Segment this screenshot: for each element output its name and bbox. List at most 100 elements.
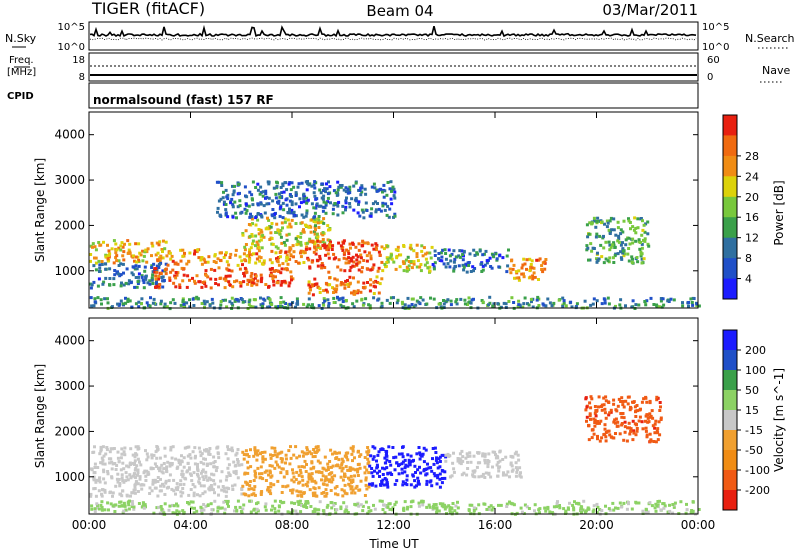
heat-cell <box>376 269 380 273</box>
heat-cell <box>290 200 294 204</box>
heat-cell <box>527 303 531 307</box>
heat-cell <box>125 475 129 479</box>
heat-cell <box>251 242 254 246</box>
heat-cell <box>121 479 125 483</box>
heat-cell <box>455 255 459 259</box>
heat-cell <box>224 452 228 456</box>
heat-cell <box>402 509 406 512</box>
heat-cell <box>360 208 364 212</box>
heat-cell <box>115 477 119 481</box>
heat-cell <box>248 484 252 488</box>
heat-cell <box>351 445 355 449</box>
heat-cell <box>313 277 317 281</box>
heat-cell <box>215 466 219 469</box>
heat-cell <box>300 181 304 185</box>
heat-cell <box>658 499 661 503</box>
heat-cell <box>249 465 253 469</box>
heat-cell <box>405 269 409 273</box>
heat-cell <box>631 257 634 261</box>
heat-cell <box>124 296 127 300</box>
heat-cell <box>306 500 310 503</box>
heat-cell <box>126 251 130 255</box>
heat-cell <box>441 469 445 473</box>
heat-cell <box>287 232 291 236</box>
heat-cell <box>350 491 354 495</box>
heat-cell <box>447 248 451 252</box>
heat-cell <box>614 432 617 435</box>
heat-cell <box>448 508 452 512</box>
heat-cell <box>314 470 318 474</box>
heat-cell <box>380 305 384 308</box>
heat-cell <box>255 458 259 462</box>
heat-cell <box>344 299 348 302</box>
heat-cell <box>600 408 604 412</box>
heat-cell <box>191 450 195 454</box>
heat-cell <box>421 452 425 456</box>
heat-cell <box>343 474 346 478</box>
heat-cell <box>498 459 502 463</box>
heat-cell <box>146 281 150 285</box>
heat-cell <box>295 489 299 493</box>
heat-cell <box>367 506 371 510</box>
heat-cell <box>128 242 132 246</box>
heat-cell <box>307 283 311 287</box>
heat-cell <box>608 219 612 223</box>
heat-cell <box>195 274 199 278</box>
heat-cell <box>510 455 514 459</box>
heat-cell <box>444 455 448 459</box>
heat-cell <box>679 500 683 504</box>
heat-cell <box>690 509 694 512</box>
heat-cell <box>371 457 375 461</box>
heat-cell <box>540 264 544 268</box>
heat-cell <box>602 261 606 265</box>
heat-cell <box>608 256 612 260</box>
heat-cell <box>217 180 221 184</box>
heat-cell <box>220 470 224 474</box>
heat-cell <box>110 460 114 464</box>
heat-cell <box>132 488 136 492</box>
heat-cell <box>396 298 400 302</box>
heat-cell <box>269 231 273 235</box>
heat-cell <box>329 245 332 249</box>
heat-cell <box>691 509 695 513</box>
heat-cell <box>286 484 290 488</box>
heat-cell <box>413 479 417 483</box>
colorbar-tick-label: -100 <box>745 464 770 477</box>
heat-cell <box>342 251 346 255</box>
heat-cell <box>289 211 293 215</box>
heat-cell <box>154 277 158 281</box>
heat-cell <box>528 257 532 261</box>
heat-cell <box>212 260 216 263</box>
heat-cell <box>495 257 499 261</box>
heat-cell <box>159 254 163 258</box>
heat-cell <box>368 482 372 486</box>
heat-cell <box>401 302 405 306</box>
heat-cell <box>443 470 447 474</box>
heat-cell <box>309 225 313 229</box>
heat-cell <box>226 197 230 201</box>
heat-cell <box>367 450 371 454</box>
heat-cell <box>322 491 326 494</box>
heat-cell <box>403 500 407 504</box>
heat-cell <box>435 482 439 486</box>
heat-cell <box>249 246 253 250</box>
heat-cell <box>212 461 216 465</box>
heat-cell <box>314 206 318 210</box>
heat-cell <box>134 242 138 246</box>
heat-cell <box>645 433 649 437</box>
heat-cell <box>393 212 397 216</box>
heat-cell <box>152 511 156 515</box>
heat-cell <box>517 299 521 303</box>
heat-cell <box>290 478 294 482</box>
heat-cell <box>408 463 412 467</box>
heat-cell <box>169 301 173 305</box>
heat-cell <box>155 270 159 274</box>
heat-cell <box>592 508 596 512</box>
heat-cell <box>619 256 623 260</box>
heat-cell <box>310 305 314 308</box>
heat-cell <box>175 482 179 486</box>
heat-cell <box>342 501 346 505</box>
heat-cell <box>322 482 326 486</box>
heat-cell <box>236 458 239 461</box>
